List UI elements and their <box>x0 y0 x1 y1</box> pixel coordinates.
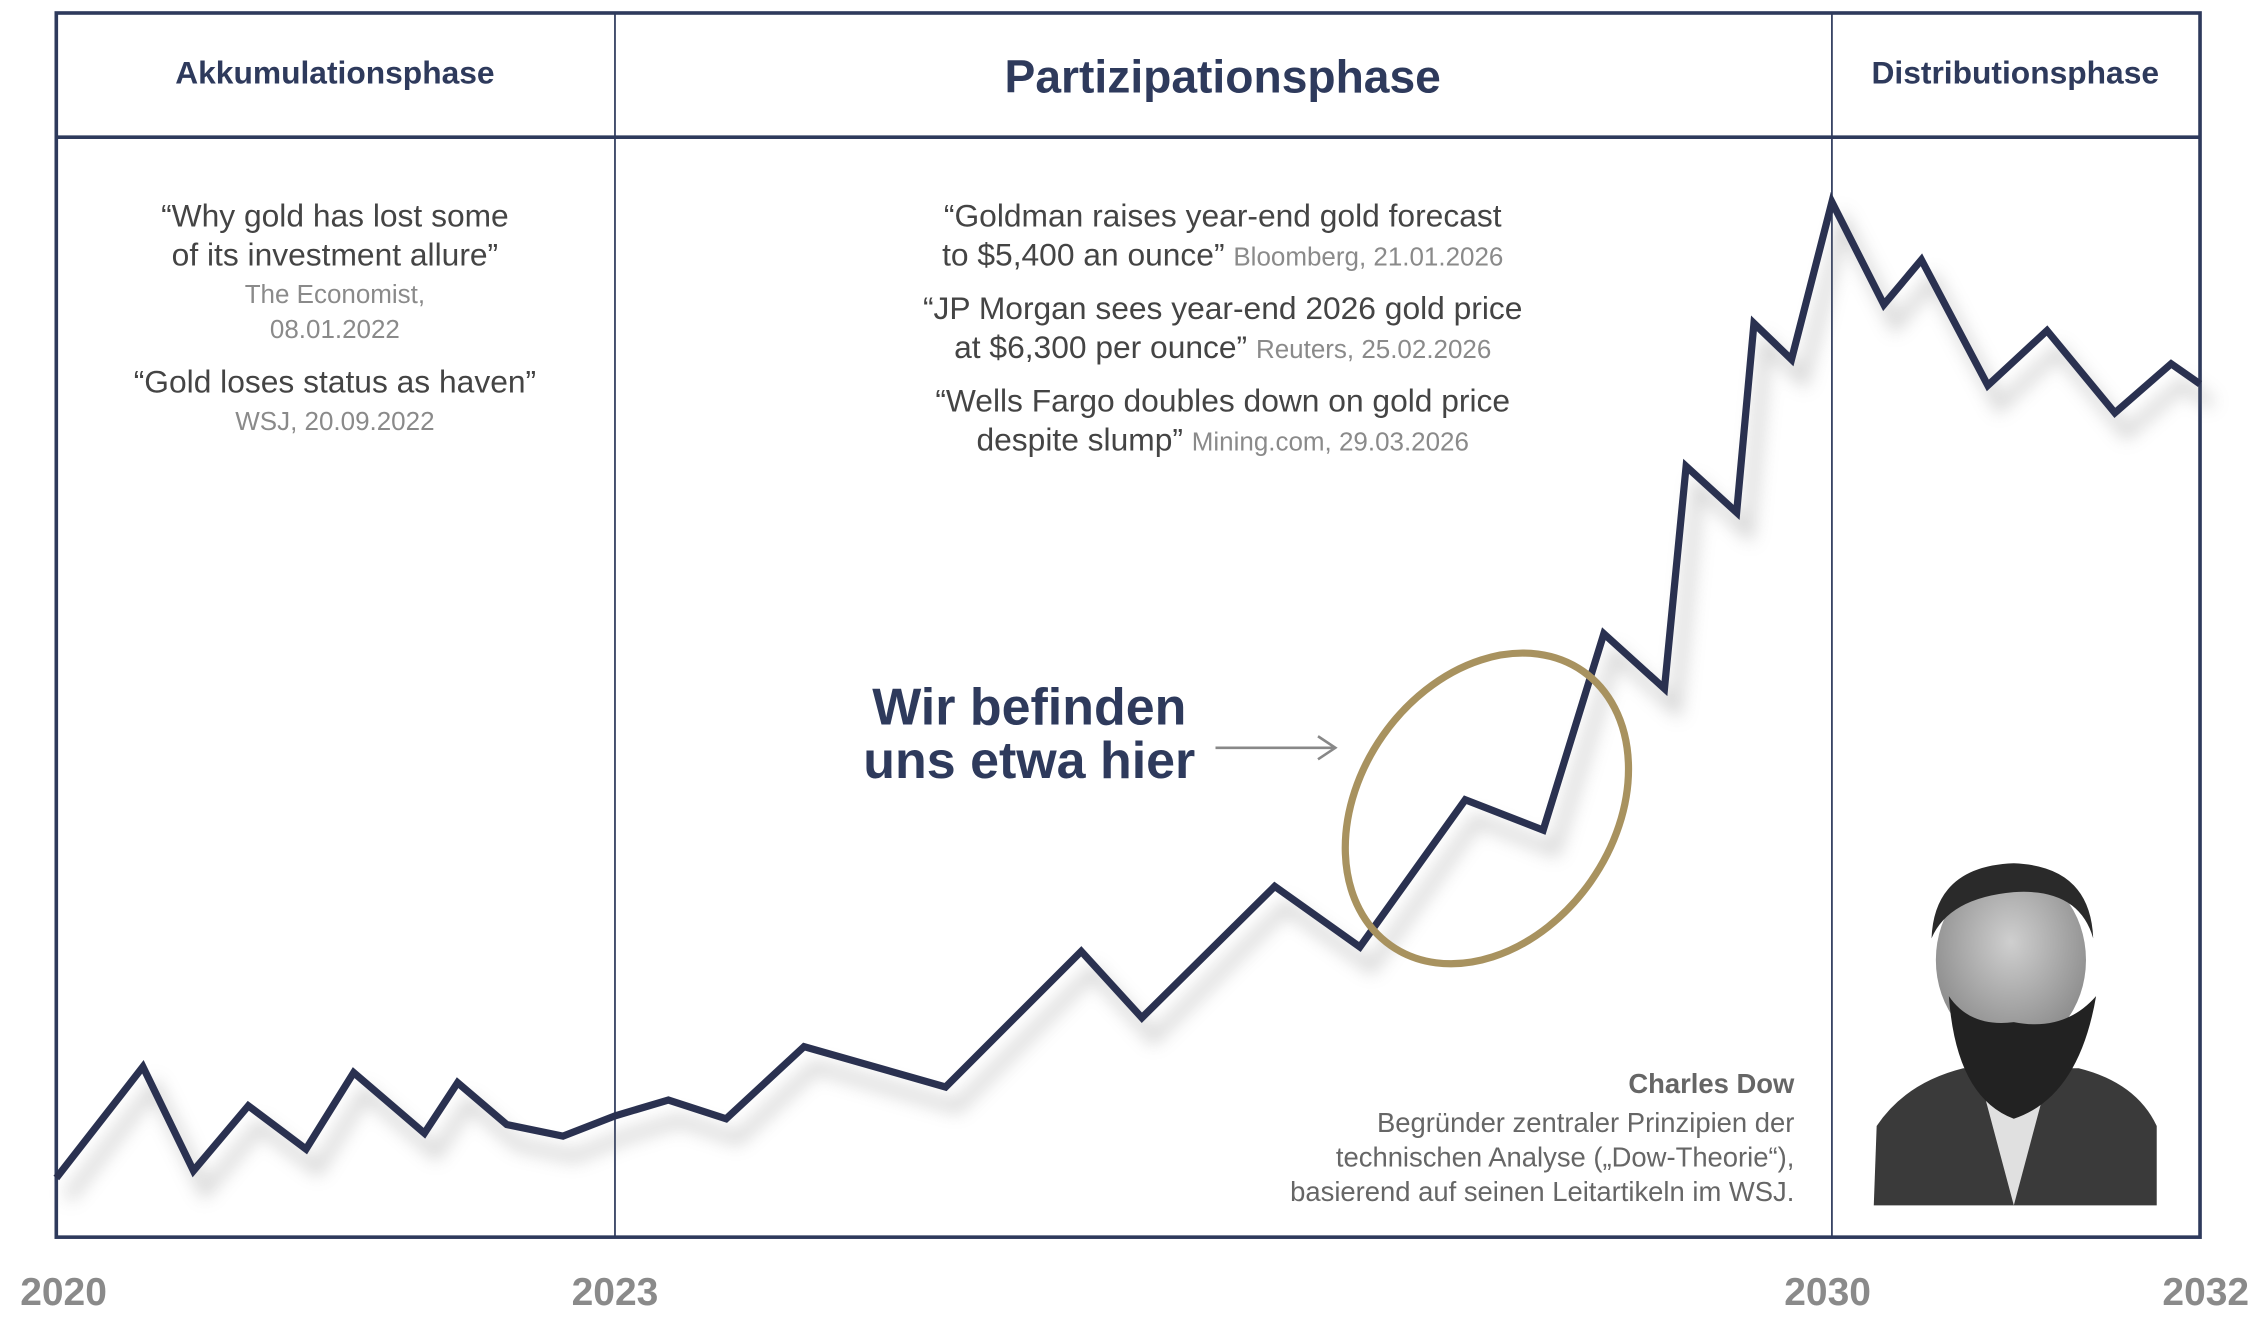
shadow-path <box>63 208 2215 1202</box>
quote-source: 08.01.2022 <box>270 314 400 344</box>
callout-text: uns etwa hier <box>863 732 1195 790</box>
portrait-hair <box>1931 863 2094 939</box>
quote-source: Mining.com, 29.03.2026 <box>1192 426 1469 456</box>
portrait <box>1873 863 2157 1206</box>
callout-arrow <box>1215 735 1338 761</box>
quote-source: Reuters, 25.02.2026 <box>1256 334 1491 364</box>
quote: despite slump” Mining.com, 29.03.2026 <box>976 421 1468 457</box>
portrait-beard <box>1948 996 2097 1119</box>
portrait-shirt <box>1984 1097 2043 1206</box>
quote: at $6,300 per ounce” Reuters, 25.02.2026 <box>954 329 1491 365</box>
quote: “Gold loses status as haven” <box>134 364 536 400</box>
person-desc: basierend auf seinen Leitartikeln im WSJ… <box>1290 1176 1794 1207</box>
phase-title: Partizipationsphase <box>1005 50 1441 102</box>
quote: “JP Morgan sees year-end 2026 gold price <box>923 290 1522 326</box>
quote-text: despite slump” <box>976 421 1182 457</box>
person-desc: Begründer zentraler Prinzipien der <box>1377 1107 1794 1138</box>
quote-text: to $5,400 an ounce” <box>942 237 1224 273</box>
x-label: 2020 <box>20 1271 107 1314</box>
quote: “Wells Fargo doubles down on gold price <box>935 382 1510 418</box>
person-desc: technischen Analyse („Dow-Theorie“), <box>1336 1141 1794 1172</box>
phase-title: Distributionsphase <box>1871 55 2159 91</box>
line-shadow <box>63 208 2215 1202</box>
callout-text: Wir befinden <box>872 679 1186 737</box>
quote: “Goldman raises year-end gold forecast <box>944 198 1502 234</box>
quote-source: Bloomberg, 21.01.2026 <box>1233 242 1503 272</box>
portrait-face <box>1935 870 2086 1050</box>
x-label: 2032 <box>2162 1271 2249 1314</box>
x-label: 2023 <box>572 1271 659 1314</box>
frame <box>54 11 2202 1239</box>
arrow-head <box>1317 735 1338 761</box>
quote: “Why gold has lost some <box>161 198 509 234</box>
person-name: Charles Dow <box>1628 1068 1795 1099</box>
quote-source: WSJ, 20.09.2022 <box>235 406 434 436</box>
phase-title: Akkumulationsphase <box>175 55 494 91</box>
x-label: 2030 <box>1784 1271 1871 1314</box>
quote-text: at $6,300 per ounce” <box>954 329 1247 365</box>
quote-source: The Economist, <box>245 279 425 309</box>
quote: of its investment allure” <box>172 237 498 273</box>
highlight-ellipse <box>1341 649 1633 968</box>
price-line <box>53 191 2203 1181</box>
quote: to $5,400 an ounce” Bloomberg, 21.01.202… <box>942 237 1503 273</box>
